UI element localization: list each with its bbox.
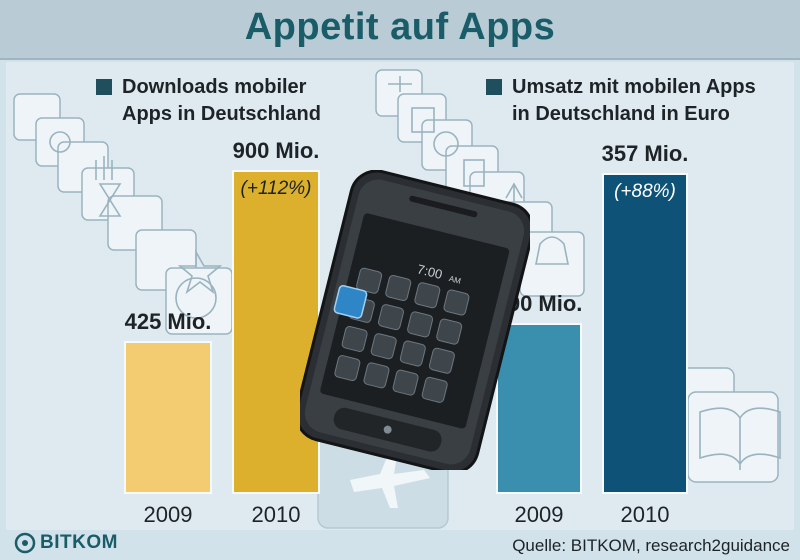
x-tick-revenue-2009: 2009 [514, 502, 564, 527]
legend-swatch [486, 79, 502, 95]
bar-downloads-2009 [124, 341, 212, 494]
bar-downloads-2010 [232, 170, 320, 494]
value-label-revenue-2010: 357 Mio. [601, 141, 689, 166]
growth-label-revenue: (+88%) [614, 181, 676, 202]
growth-label-downloads: (+112%) [240, 178, 312, 199]
value-label-downloads-2009: 425 Mio. [124, 309, 212, 334]
bitkom-logo-text: BITKOM [40, 532, 118, 553]
x-tick-downloads-2010: 2010 [251, 502, 301, 527]
bitkom-logo-icon [14, 532, 36, 554]
bar-revenue-2009 [496, 323, 582, 494]
legend-swatch [96, 79, 112, 95]
legend-downloads: Downloads mobiler Apps in Deutschland [96, 74, 321, 128]
legend-line-1: Umsatz mit mobilen Apps [512, 76, 756, 98]
smartphone-illustration: 7:00 AM [294, 169, 535, 475]
legend-line-1: Downloads mobiler [122, 76, 307, 98]
bar-revenue-2010 [602, 173, 688, 494]
bitkom-logo: BITKOM [14, 532, 118, 554]
legend-revenue: Umsatz mit mobilen Apps in Deutschland i… [486, 74, 756, 128]
page-title: Appetit auf Apps [244, 6, 556, 48]
source-note: Quelle: BITKOM, research2guidance [512, 536, 790, 555]
legend-line-2: Apps in Deutschland [122, 103, 321, 125]
x-tick-revenue-2010: 2010 [620, 502, 670, 527]
x-tick-downloads-2009: 2009 [143, 502, 193, 527]
phone-clock-period: AM [448, 274, 462, 286]
value-label-downloads-2010: 900 Mio. [232, 138, 320, 163]
legend-line-2: in Deutschland in Euro [512, 103, 730, 125]
phone-clock: 7:00 [416, 261, 444, 282]
title-bar [0, 0, 800, 60]
